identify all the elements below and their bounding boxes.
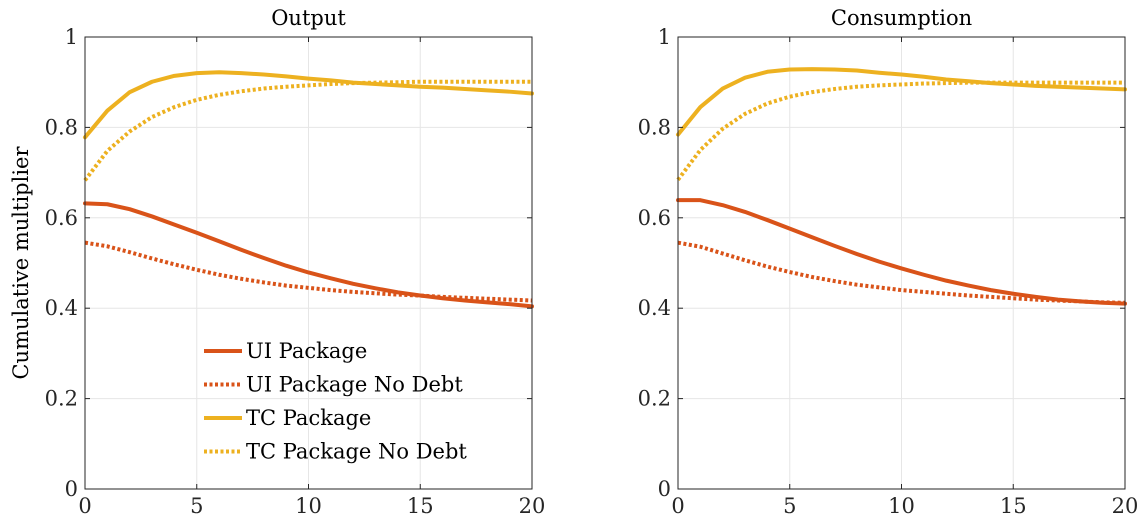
chart-panel-2: 0 5 10 15 20 0 0.2 0.4 0.6 0.8 1 Consumption [638,6,1139,518]
x-tick-label: 5 [783,494,796,518]
legend-label-tc-package: TC Package [246,406,371,430]
x-tick-label: 20 [1112,494,1139,518]
series-line-tc-package-no-debt [83,79,532,182]
series-line-ui-package-no-debt [677,240,1126,305]
series-line-tc-package [83,70,534,140]
y-tick-label: 0.2 [638,387,671,411]
series-line-tc-package [676,67,1127,137]
x-tick-label: 0 [671,494,684,518]
series-line-ui-package-no-debt [84,240,533,303]
series-line-ui-package [83,201,534,309]
y-tick-label: 0.8 [638,115,671,139]
series-line-ui-package [676,198,1127,306]
y-tick-label: 0.6 [638,206,671,230]
y-tick-label: 1 [65,25,78,49]
y-tick-label: 0.4 [45,296,78,320]
x-tick-label: 0 [78,494,91,518]
x-tick-label: 10 [295,494,322,518]
legend-label-ui-package-no-debt: UI Package No Debt [246,373,463,397]
x-tick-label: 20 [519,494,546,518]
y-axis-label: Cumulative multiplier [9,146,33,380]
y-tick-label: 1 [658,25,671,49]
legend: UI Package UI Package No Debt TC Package TC… [204,339,467,464]
y-tick-label: 0.8 [45,115,78,139]
chart-title: Consumption [831,6,972,30]
y-tick-label: 0 [65,477,78,501]
y-tick-label: 0.6 [45,206,78,230]
legend-label-tc-package-no-debt: TC Package No Debt [246,440,467,464]
x-tick-label: 5 [190,494,203,518]
x-tick-label: 15 [1000,494,1027,518]
x-tick-label: 15 [407,494,434,518]
y-tick-label: 0 [658,477,671,501]
y-tick-label: 0.2 [45,387,78,411]
series-line-tc-package-no-debt [676,80,1125,182]
chart-title: Output [271,6,346,30]
y-tick-label: 0.4 [638,296,671,320]
x-tick-label: 10 [888,494,915,518]
legend-label-ui-package: UI Package [246,339,367,363]
